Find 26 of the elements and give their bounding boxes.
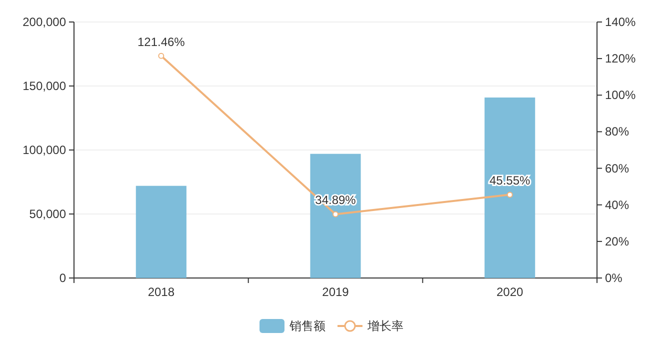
- x-tick-label: 2019: [322, 285, 350, 299]
- y2-tick-label: 20%: [605, 234, 630, 248]
- x-tick-label: 2018: [148, 285, 175, 299]
- bar: [484, 98, 536, 278]
- y-tick-label: 150,000: [22, 79, 66, 93]
- y2-tick-label: 80%: [605, 124, 630, 139]
- y-tick-label: 200,000: [22, 15, 66, 29]
- data-label: 45.55%: [489, 174, 531, 188]
- legend-label: 增长率: [366, 319, 404, 333]
- y2-tick-label: 100%: [605, 88, 636, 102]
- y2-tick-label: 60%: [605, 161, 630, 176]
- bar: [310, 154, 361, 278]
- y2-tick-label: 120%: [605, 52, 636, 66]
- bar: [136, 186, 186, 278]
- y-tick-label: 50,000: [29, 207, 66, 221]
- point: [506, 192, 513, 198]
- x-tick-label: 2020: [496, 285, 524, 299]
- y2-tick-label: 0%: [605, 271, 623, 285]
- data-label: 121.46%: [137, 34, 186, 49]
- point: [158, 52, 164, 59]
- y2-tick-label: 140%: [605, 15, 636, 29]
- y2-tick-label: 40%: [605, 198, 630, 212]
- y-tick-label: 0: [59, 271, 66, 285]
- y-tick-label: 100,000: [22, 143, 66, 157]
- point: [332, 211, 338, 218]
- legend-label: 销售额: [288, 319, 326, 333]
